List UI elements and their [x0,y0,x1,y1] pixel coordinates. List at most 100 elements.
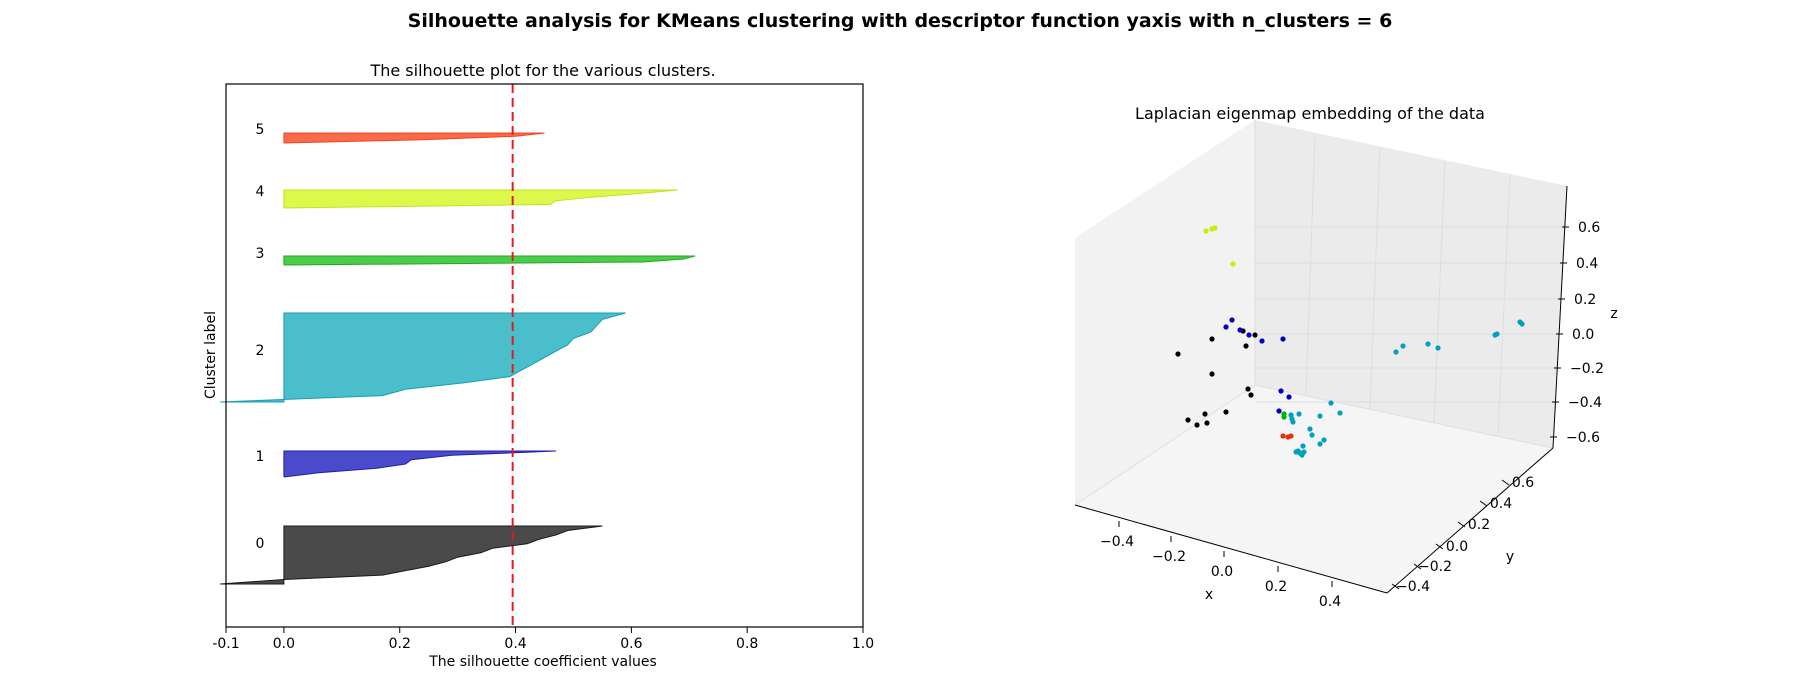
back-pane [1255,120,1567,448]
point-cluster-5 [1280,433,1286,439]
y-tick-mark [1413,563,1422,570]
cluster-label: 4 [256,184,265,200]
point-cluster-1 [1229,317,1235,323]
point-cluster-1 [1223,324,1229,330]
cluster-label: 2 [256,343,265,359]
point-cluster-2 [1393,349,1399,355]
silhouette-cluster-1 [283,450,557,478]
x-tick-label: 0.0 [1211,564,1233,580]
silhouette-xlabel: The silhouette coefficient values [428,654,657,670]
point-cluster-2 [1400,343,1406,349]
z-tick-label: −0.2 [1570,361,1604,377]
y-tick-label: 0.0 [1446,539,1468,555]
point-cluster-0 [1252,332,1258,338]
y-tick-label: 0.6 [1512,475,1534,491]
left-pane [1075,120,1255,505]
xtick-label: 0.8 [736,636,758,652]
xtick-label: 0.4 [504,636,526,652]
y-tick-label: −0.2 [1418,559,1452,575]
point-cluster-0 [1223,409,1229,415]
point-cluster-2 [1296,411,1302,417]
point-cluster-0 [1194,422,1200,428]
point-cluster-3 [1281,411,1287,417]
silhouette-cluster-5 [283,132,545,144]
silhouette-xticks: -0.1 0.0 0.2 0.4 0.6 0.8 1.0 [212,627,874,652]
embedding-title: Laplacian eigenmap embedding of the data [1135,104,1485,123]
z-tick-label: −0.4 [1568,395,1602,411]
point-cluster-1 [1259,338,1265,344]
xtick-label: 0.0 [273,636,295,652]
z-tick-label: −0.6 [1566,430,1600,446]
silhouette-cluster-2 [220,312,626,403]
xtick-label: 1.0 [852,636,874,652]
point-cluster-4 [1230,261,1236,267]
point-cluster-2 [1299,452,1305,458]
point-cluster-0 [1185,417,1191,423]
embedding-ticks: −0.4−0.20.00.20.4−0.4−0.20.00.20.40.60.6… [1100,220,1604,610]
z-tick-label: 0.6 [1578,220,1600,236]
point-cluster-2 [1321,437,1327,443]
silhouette-ylabel: Cluster label [203,311,219,399]
point-cluster-0 [1248,392,1254,398]
silhouette-axes: The silhouette plot for the various clus… [203,61,874,670]
y-tick-mark [1457,521,1466,528]
point-cluster-0 [1209,371,1215,377]
point-cluster-0 [1245,386,1251,392]
figure-suptitle: Silhouette analysis for KMeans clusterin… [407,10,1393,32]
point-cluster-2 [1309,432,1315,438]
point-cluster-2 [1289,416,1295,422]
silhouette-title: The silhouette plot for the various clus… [369,61,715,80]
point-cluster-2 [1293,449,1299,455]
point-cluster-4 [1203,228,1209,234]
point-cluster-2 [1300,443,1306,449]
cluster-label: 0 [256,536,265,552]
silhouette-cluster-0 [220,525,603,585]
cluster-label: 1 [256,449,265,465]
x-axis-label: x [1205,587,1213,603]
silhouette-frame [225,83,864,628]
y-tick-mark [1479,500,1488,507]
cluster-label: 3 [256,246,265,262]
x-axis-line [1074,504,1388,594]
point-cluster-2 [1492,332,1498,338]
point-cluster-1 [1280,336,1286,342]
point-cluster-0 [1202,411,1208,417]
point-cluster-2 [1425,341,1431,347]
y-tick-label: 0.2 [1468,517,1490,533]
silhouette-cluster-labels: 0 1 2 3 4 5 [256,122,265,552]
point-cluster-0 [1209,336,1215,342]
xtick-label: 0.6 [620,636,642,652]
z-tick-label: 0.2 [1574,292,1596,308]
x-tick-label: 0.4 [1319,594,1341,610]
x-tick-label: −0.2 [1152,549,1186,565]
point-cluster-2 [1317,413,1323,419]
y-axis-line [1386,447,1554,594]
point-cluster-1 [1237,327,1243,333]
xtick-label: -0.1 [212,636,239,652]
silhouette-clusters [220,132,696,585]
point-cluster-2 [1337,410,1343,416]
silhouette-cluster-3 [283,255,696,266]
x-tick-label: 0.2 [1265,579,1287,595]
point-cluster-1 [1276,408,1282,414]
point-cluster-2 [1307,426,1313,432]
point-cluster-1 [1286,394,1292,400]
z-axis-line [1552,185,1568,449]
y-tick-mark [1391,583,1400,590]
z-tick-label: 0.4 [1576,256,1598,272]
point-cluster-2 [1519,321,1525,327]
x-tick-label: −0.4 [1100,534,1134,550]
point-cluster-2 [1435,345,1441,351]
z-tick-label: 0.0 [1572,327,1594,343]
y-axis-label: y [1506,549,1514,565]
point-cluster-0 [1175,351,1181,357]
point-cluster-2 [1317,441,1323,447]
y-tick-label: 0.4 [1490,496,1512,512]
point-cluster-0 [1243,343,1249,349]
y-tick-label: −0.4 [1396,579,1430,595]
embedding-grid [1074,120,1565,506]
cluster-label: 5 [256,122,265,138]
point-cluster-2 [1328,400,1334,406]
point-cluster-2 [1288,412,1294,418]
y-tick-mark [1501,479,1510,486]
